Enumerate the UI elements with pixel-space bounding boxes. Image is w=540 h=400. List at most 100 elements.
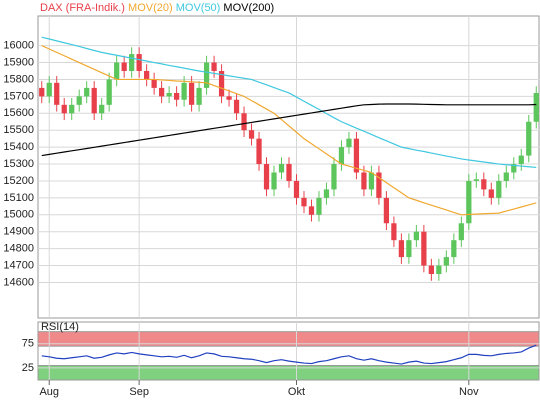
band	[37, 331, 540, 347]
candle-body	[533, 92, 539, 122]
candle-body	[293, 180, 300, 198]
candle-body	[181, 82, 187, 100]
candle-body	[136, 54, 142, 71]
candle-body	[226, 96, 232, 100]
candle-body	[406, 240, 412, 258]
candle-body	[84, 87, 90, 97]
y-tick-label: 15600	[3, 107, 34, 119]
candle-body	[316, 197, 322, 215]
candle-body	[518, 155, 524, 165]
y-tick-label: 15700	[3, 90, 34, 102]
candle-body	[376, 172, 382, 198]
candle-body	[248, 130, 255, 139]
candle-body	[54, 82, 60, 105]
y-tick-label: 15300	[3, 158, 34, 170]
candle-body	[263, 164, 270, 190]
candle-body	[323, 189, 330, 198]
candle-body	[451, 240, 457, 258]
candle-body	[353, 138, 360, 173]
legend-entry: MOV(50)	[176, 2, 221, 14]
y-tick-label: 16000	[3, 40, 34, 52]
legend-entry: MOV(20)	[128, 2, 173, 14]
candle-body	[488, 189, 494, 198]
candle-body	[218, 70, 225, 97]
candle-body	[151, 79, 157, 88]
candle-body	[413, 231, 419, 241]
candle-body	[368, 172, 375, 190]
candle-body	[421, 231, 427, 266]
candle-body	[203, 62, 210, 88]
y-tick-label: 14700	[3, 259, 34, 271]
candle-body	[61, 104, 67, 114]
x-tick-label: Aug	[39, 386, 59, 398]
candle-body	[473, 179, 479, 181]
candle-body	[391, 223, 397, 241]
candle-body	[76, 96, 82, 105]
candle-body	[188, 82, 195, 105]
y-tick-label: 25	[22, 362, 34, 374]
moving-average	[41, 103, 537, 157]
candle-body	[301, 197, 307, 207]
candle-body	[443, 257, 449, 266]
candle-body	[458, 223, 464, 241]
candle-body	[398, 240, 405, 258]
candle-body	[233, 99, 240, 114]
candle-body	[91, 87, 97, 114]
candle-body	[496, 180, 502, 198]
y-tick-label: 15800	[3, 73, 34, 85]
rsi-line	[41, 344, 537, 365]
y-tick-label: 75	[22, 338, 34, 350]
candle-body	[159, 87, 165, 97]
band	[37, 365, 540, 381]
y-tick-label: 15000	[3, 209, 34, 221]
candle-body	[114, 62, 120, 80]
candle-body	[211, 62, 217, 71]
candle-body	[278, 164, 285, 173]
candle-body	[361, 172, 367, 190]
candle-body	[503, 172, 509, 181]
candle-body	[196, 87, 202, 105]
candle-body	[346, 138, 352, 148]
legend-entry: MOV(200)	[223, 2, 274, 14]
candle-body	[511, 164, 517, 173]
candle-body	[428, 265, 434, 275]
candle-body	[466, 180, 472, 224]
candle-body	[99, 104, 105, 114]
candle-body	[308, 206, 315, 215]
y-tick-label: 15100	[3, 192, 34, 204]
y-tick-label: 15500	[3, 124, 34, 136]
candle-body	[383, 197, 390, 224]
candle-body	[241, 113, 247, 131]
y-tick-label: 15400	[3, 141, 34, 153]
candle-body	[46, 82, 52, 97]
moving-average	[41, 45, 537, 216]
legend-entry: DAX (FRA-Indik.)	[40, 2, 125, 14]
candle-body	[129, 54, 135, 71]
candle-body	[436, 265, 442, 275]
y-tick-label: 15200	[3, 175, 34, 187]
x-tick-label: Nov	[459, 386, 479, 398]
candle-body	[39, 87, 45, 97]
y-tick-label: 15900	[3, 56, 34, 68]
candle-body	[271, 172, 277, 190]
x-tick-label: Sep	[129, 386, 149, 398]
candle-body	[338, 147, 345, 165]
moving-average	[41, 36, 537, 169]
candle-body	[121, 62, 127, 71]
candle-body	[69, 104, 75, 114]
candle-body	[331, 164, 337, 190]
candle-body	[166, 92, 172, 97]
x-tick-label: Okt	[288, 386, 305, 398]
legend: DAX (FRA-Indik.) MOV(20) MOV(50) MOV(200…	[40, 2, 274, 14]
candle-body	[481, 179, 487, 190]
candle-body	[526, 121, 532, 156]
y-tick-label: 14600	[3, 276, 34, 288]
candle-body	[173, 92, 180, 100]
y-tick-label: 14900	[3, 226, 34, 238]
candle-body	[286, 164, 292, 181]
panel-title: RSI(14)	[41, 321, 79, 333]
y-tick-label: 14800	[3, 243, 34, 255]
candle-body	[256, 138, 262, 165]
candle-body	[144, 70, 150, 80]
